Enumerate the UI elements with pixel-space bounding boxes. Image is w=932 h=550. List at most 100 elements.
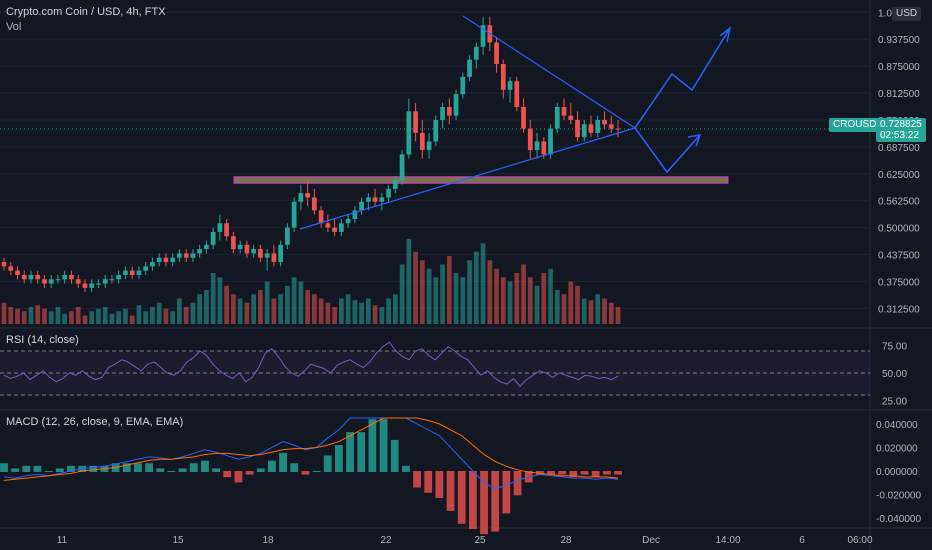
- candle-body: [575, 119, 580, 138]
- candle-body: [325, 223, 331, 228]
- candle-body: [554, 107, 560, 129]
- volume-bar: [561, 294, 567, 324]
- macd-histogram-bar: [201, 460, 209, 472]
- candle-body: [116, 274, 122, 280]
- candle-body: [204, 244, 209, 250]
- last-price-badge: 0.728825 02:53:22: [876, 118, 926, 142]
- volume-bar: [386, 298, 391, 324]
- candle-body: [514, 81, 520, 108]
- volume-bar: [352, 300, 358, 324]
- volume-bar: [150, 307, 155, 324]
- volume-bar: [406, 239, 412, 324]
- volume-bar: [554, 290, 560, 324]
- macd-histogram-bar: [368, 419, 377, 472]
- candle-countdown: 02:53:22: [880, 130, 919, 141]
- macd-label[interactable]: MACD (12, 26, close, 9, EMA, EMA): [6, 416, 184, 428]
- time-tick-label: Dec: [642, 535, 660, 546]
- volume-bar: [298, 281, 304, 324]
- volume-bar: [156, 302, 162, 324]
- symbol-badge-label: CROUSD: [833, 119, 877, 130]
- time-tick-label: 14:00: [715, 535, 740, 546]
- candle-body: [352, 210, 358, 219]
- macd-histogram-bar: [279, 452, 287, 472]
- volume-bar: [8, 307, 14, 324]
- volume-label[interactable]: Vol: [6, 21, 22, 33]
- macd-histogram-bar: [44, 471, 53, 472]
- macd-histogram-bar: [569, 471, 578, 478]
- time-tick-label: 15: [172, 535, 184, 546]
- candle-body: [21, 274, 27, 280]
- macd-histogram-bar: [401, 465, 410, 472]
- trendline: [299, 127, 636, 230]
- symbol-price-badge: CROUSD: [829, 118, 881, 132]
- volume-bar: [183, 307, 189, 324]
- candle-body: [224, 223, 230, 237]
- volume-bar: [467, 260, 472, 324]
- candle-body: [258, 249, 263, 258]
- candle-body: [109, 279, 115, 281]
- support-zone-layer: [233, 176, 729, 184]
- macd-histogram-bar: [256, 468, 265, 472]
- symbol-title[interactable]: Crypto.com Coin / USD, 4h, FTX: [6, 6, 166, 18]
- candle-body: [177, 253, 182, 258]
- volume-bar: [21, 311, 27, 324]
- volume-bar: [305, 290, 310, 324]
- volume-bar: [460, 277, 466, 324]
- volume-bar: [244, 302, 250, 324]
- time-tick-label: 06:00: [847, 535, 872, 546]
- macd-legend: MACD (12, 26, close, 9, EMA, EMA): [6, 416, 183, 428]
- volume-bar: [163, 308, 169, 324]
- axis-layer: 1.0000000.9375000.8750000.8125000.750000…: [57, 8, 922, 546]
- macd-histogram-bar: [614, 471, 622, 475]
- volume-bar: [55, 307, 61, 324]
- volume-bar: [494, 268, 499, 324]
- candle-body: [568, 115, 574, 120]
- volume-bar: [136, 305, 142, 324]
- candle-body: [446, 107, 452, 116]
- volume-bar: [339, 298, 344, 324]
- candle-body: [190, 253, 196, 258]
- price-tick-label: 0.687500: [878, 143, 920, 154]
- candle-body: [62, 274, 68, 280]
- candle-body: [143, 266, 149, 271]
- trendline-drawings: [299, 15, 732, 230]
- volume-bar: [190, 302, 196, 324]
- volume-bar: [197, 294, 203, 324]
- candle-body: [541, 141, 547, 155]
- candle-body: [48, 279, 54, 284]
- rsi-pane: [0, 341, 870, 396]
- macd-tick-label: -0.020000: [876, 491, 921, 502]
- rsi-legend: RSI (14, close): [6, 334, 79, 346]
- time-tick-label: 22: [380, 535, 392, 546]
- volume-bar: [291, 277, 297, 324]
- currency-badge[interactable]: USD: [892, 7, 922, 21]
- volume-bar: [217, 277, 223, 324]
- price-tick-label: 0.937500: [878, 35, 920, 46]
- candle-body: [163, 257, 169, 263]
- price-tick-label: 0.875000: [878, 62, 920, 73]
- price-tick-label: 0.437500: [878, 250, 920, 261]
- volume-bar: [42, 308, 47, 324]
- candle-body: [285, 227, 290, 245]
- volume-bar: [399, 264, 405, 324]
- candle-body: [419, 132, 425, 151]
- volume-bar: [595, 294, 601, 324]
- currency-label: USD: [896, 8, 918, 19]
- volume-bar: [102, 307, 108, 324]
- macd-tick-label: -0.040000: [876, 514, 921, 525]
- candle-body: [426, 141, 432, 151]
- volume-bar: [285, 285, 290, 324]
- candle-body: [548, 128, 553, 155]
- volume-bar: [426, 268, 432, 324]
- volume-bar: [35, 305, 41, 324]
- macd-histogram-bar: [234, 471, 243, 483]
- candle-body: [440, 107, 445, 120]
- volume-bar: [379, 307, 385, 324]
- volume-bar: [575, 285, 580, 324]
- rsi-label[interactable]: RSI (14, close): [6, 334, 79, 346]
- volume-bar: [500, 277, 506, 324]
- macd-histogram-bar: [156, 468, 165, 472]
- volume-bar: [541, 273, 547, 324]
- candle-body: [150, 262, 155, 267]
